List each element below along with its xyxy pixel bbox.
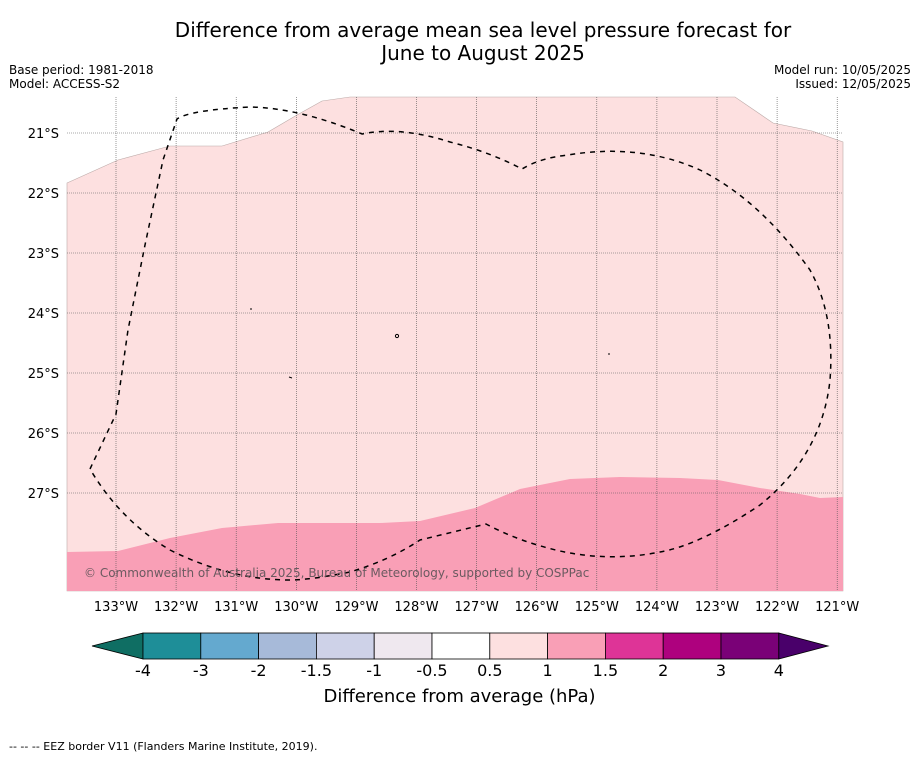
longitude-gridlines [115, 97, 838, 591]
longitude-label: 131°W [214, 600, 258, 615]
footnote: -- -- -- EEZ border V11 (Flanders Marine… [9, 740, 318, 753]
light-pink-region [66, 96, 844, 592]
longitude-label: 122°W [755, 600, 799, 615]
colorbar-tick-label: 1.5 [593, 661, 618, 680]
map-title-line1: Difference from average mean sea level p… [174, 18, 792, 42]
latitude-label: 25°S [28, 367, 59, 382]
colorbar-tick-label: 1 [543, 661, 553, 680]
colorbar-segment [200, 632, 260, 660]
colorbar-title: Difference from average (hPa) [323, 686, 596, 707]
colorbar-segment [258, 632, 317, 660]
colorbar-tick-label: 0.5 [477, 661, 502, 680]
latitude-labels: 21°S 22°S 23°S 24°S 25°S 26°S 27°S [28, 127, 59, 502]
colorbar-segment [662, 632, 722, 660]
latitude-label: 24°S [28, 307, 59, 322]
colorbar-segment [547, 632, 606, 660]
model-name: Model: ACCESS-S2 [9, 77, 121, 91]
base-period: Base period: 1981-2018 [9, 63, 154, 77]
map-title: Difference from average mean sea level p… [0, 19, 919, 65]
latitude-label: 23°S [28, 247, 59, 262]
longitude-label: 133°W [94, 600, 138, 615]
colorbar-segment [431, 632, 491, 660]
longitude-label: 132°W [154, 600, 198, 615]
colorbar-segment [315, 632, 375, 660]
colorbar-tick-label: -1 [366, 661, 382, 680]
longitude-label: 130°W [274, 600, 318, 615]
pink-region [67, 477, 843, 591]
longitude-label: 121°W [815, 600, 859, 615]
longitude-label: 127°W [455, 600, 499, 615]
longitude-label: 129°W [334, 600, 378, 615]
latitude-label: 27°S [28, 487, 59, 502]
longitude-label: 128°W [394, 600, 438, 615]
latitude-label: 26°S [28, 427, 59, 442]
latitude-label: 21°S [28, 127, 59, 142]
longitude-label: 124°W [635, 600, 679, 615]
colorbar-tick-label: 4 [774, 661, 784, 680]
colorbar-segment [373, 632, 433, 660]
map-title-line2: June to August 2025 [381, 41, 585, 65]
longitude-labels: 133°W 132°W 131°W 130°W 129°W 128°W 127°W 126°W… [94, 600, 860, 615]
colorbar-tick-label: -0.5 [416, 661, 447, 680]
colorbar-tick-label: -3 [193, 661, 209, 680]
copyright-text: © Commonwealth of Australia 2025, Bureau… [84, 566, 589, 580]
island-marks [250, 308, 610, 379]
colorbar-tick-label: -1.5 [301, 661, 332, 680]
colorbar-tick-label: 3 [716, 661, 726, 680]
colorbar-segment [720, 632, 780, 660]
longitude-label: 123°W [695, 600, 739, 615]
colorbar-max-arrow [778, 632, 830, 660]
colorbar-segment [489, 632, 548, 660]
colorbar-tick-label: 2 [658, 661, 668, 680]
meta-right: Model run: 10/05/2025 Issued: 12/05/2025 [774, 63, 911, 91]
latitude-label: 22°S [28, 187, 59, 202]
colorbar-segment [605, 632, 664, 660]
colorbar-segment [142, 632, 202, 660]
colorbar-ticks: -4 -3 -2 -1.5 -1 -0.5 0.5 1 1.5 2 3 4 [135, 661, 784, 680]
eez-border [89, 106, 832, 581]
colorbar-min-arrow [91, 632, 144, 660]
colorbar [91, 632, 830, 660]
issued-date: Issued: 12/05/2025 [795, 77, 911, 91]
model-run: Model run: 10/05/2025 [773, 63, 911, 77]
longitude-label: 126°W [515, 600, 559, 615]
latitude-gridlines [67, 132, 843, 494]
longitude-label: 125°W [575, 600, 619, 615]
colorbar-tick-label: -4 [135, 661, 151, 680]
colorbar-tick-label: -2 [251, 661, 267, 680]
meta-left: Base period: 1981-2018 Model: ACCESS-S2 [9, 63, 154, 91]
